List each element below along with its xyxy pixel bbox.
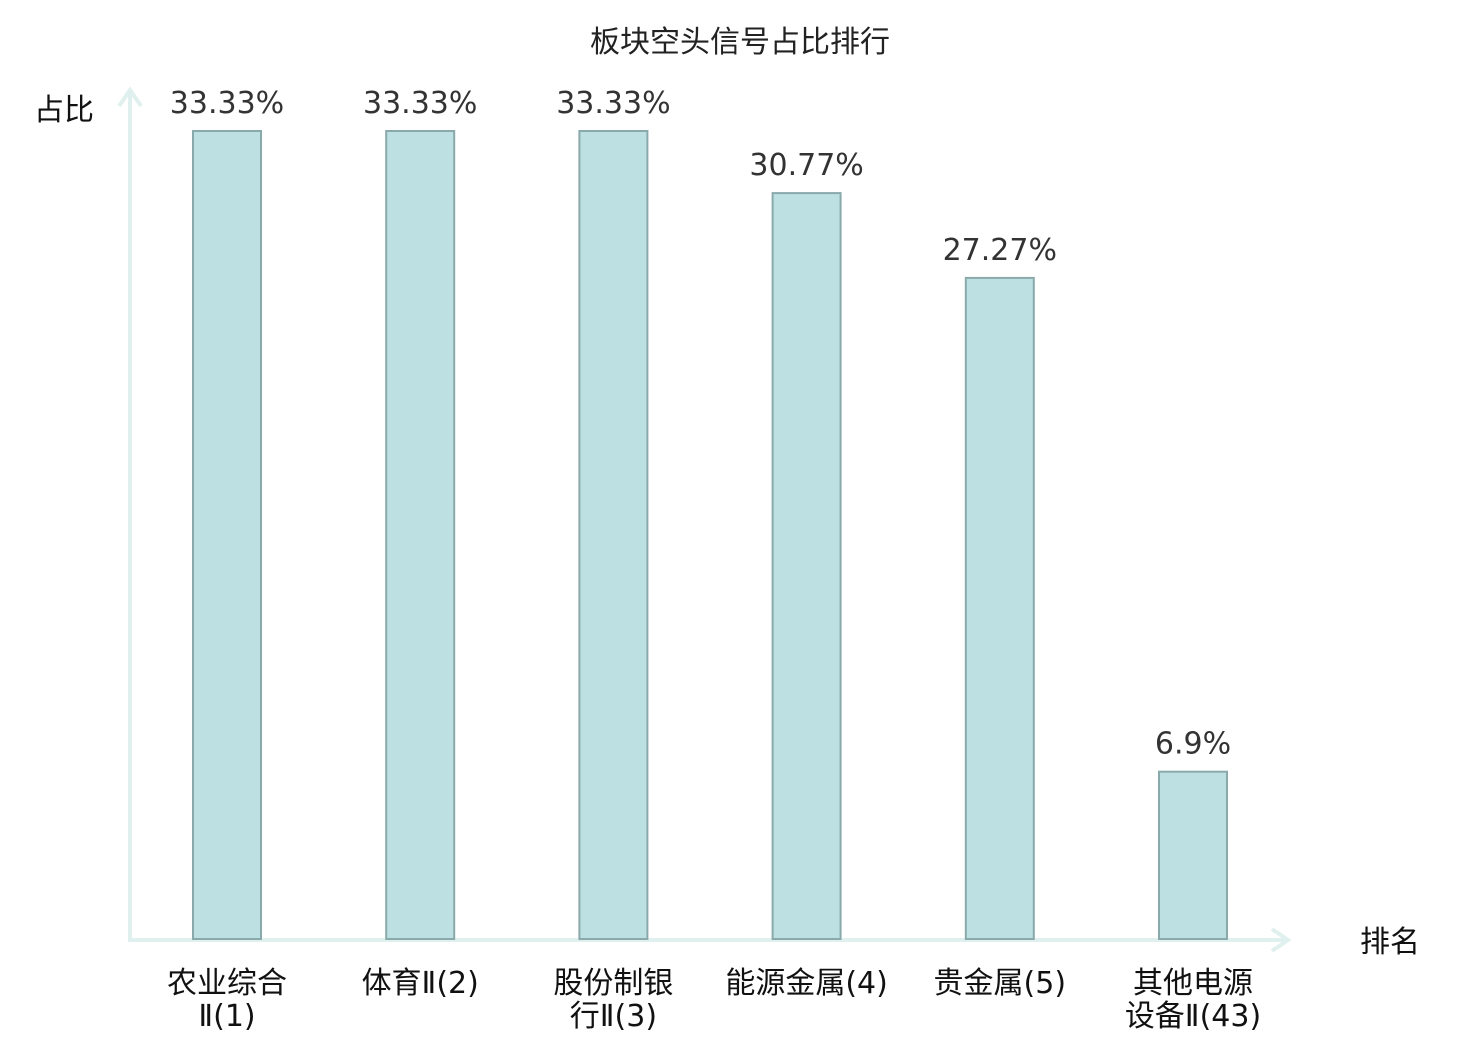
category-label-5-line-1: 贵金属(5)	[934, 966, 1067, 1001]
category-label-6-line-2: 设备Ⅱ(43)	[1125, 999, 1261, 1034]
category-label-3-line-1: 股份制银	[553, 966, 673, 1001]
category-label-6-line-1: 其他电源	[1133, 966, 1253, 1001]
y-axis-arrow-icon	[117, 86, 143, 108]
bar-1	[192, 130, 262, 940]
value-labels-group: 33.33% 33.33% 33.33% 30.77% 27.27% 6.9%	[170, 86, 1231, 762]
category-label-2-line-1: 体育Ⅱ(2)	[362, 966, 479, 1001]
x-axis: 排名	[128, 925, 1420, 960]
chart-title: 板块空头信号占比排行	[590, 25, 890, 60]
value-label-3: 33.33%	[556, 86, 670, 121]
bar-6	[1158, 770, 1228, 941]
value-label-4: 30.77%	[749, 148, 863, 183]
value-label-1: 33.33%	[170, 86, 284, 121]
x-axis-label: 排名	[1360, 925, 1420, 960]
y-axis-label: 占比	[34, 93, 94, 128]
bar-4	[771, 192, 842, 941]
bars-group	[192, 130, 1228, 941]
category-label-3-line-2: 行Ⅱ(3)	[570, 999, 657, 1034]
value-label-5: 27.27%	[943, 233, 1057, 268]
value-label-2: 33.33%	[363, 86, 477, 121]
y-axis: 占比	[34, 86, 143, 940]
category-label-1-line-2: Ⅱ(1)	[198, 999, 255, 1034]
x-axis-arrow-icon	[1270, 927, 1292, 953]
bar-2	[385, 130, 456, 940]
category-label-1-line-1: 农业综合	[167, 966, 287, 1001]
category-label-4-line-1: 能源金属(4)	[725, 966, 888, 1001]
bar-3	[578, 130, 649, 940]
value-label-6: 6.9%	[1155, 727, 1231, 762]
bar-5	[964, 276, 1035, 940]
